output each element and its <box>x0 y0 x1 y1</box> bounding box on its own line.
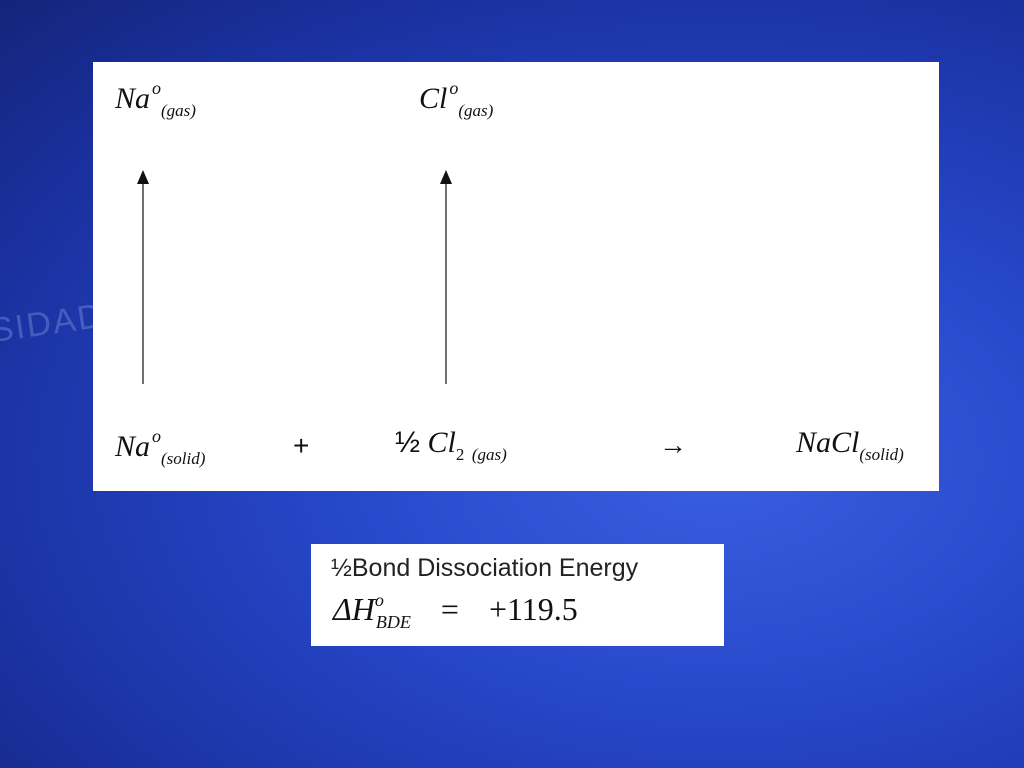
subscript: (gas) <box>458 101 494 120</box>
subscript: BDE <box>375 612 411 632</box>
superscript: o <box>374 590 384 610</box>
species: NaCl(solid) <box>796 426 904 465</box>
diagram-panel: Na o(gas) Cl o(gas) Na o(solid) + ½ Cl2 (ga… <box>93 62 939 491</box>
symbol: NaCl <box>796 426 860 459</box>
species: Na o (solid) <box>115 426 205 469</box>
arrow-head <box>137 170 149 184</box>
subscript: (solid) <box>161 449 206 468</box>
subscript: 2 <box>455 445 465 464</box>
label: Bond Dissociation Energy <box>351 554 639 582</box>
operator: + <box>293 430 310 461</box>
equals: = <box>440 591 459 627</box>
label-fraction: ½ <box>331 554 352 582</box>
arrow-head <box>440 170 452 184</box>
subscript: (gas) <box>161 101 196 120</box>
superscript: o <box>152 78 162 98</box>
species: Na o (gas) <box>115 78 196 121</box>
energy-formula: ΔHoBDE = +119.5 <box>333 590 578 633</box>
symbol: Cl <box>427 426 456 459</box>
symbol: ΔH <box>333 591 375 627</box>
subscript: (solid) <box>859 445 904 464</box>
superscript: o <box>449 78 459 98</box>
symbol: Na <box>115 82 151 115</box>
arrows <box>137 170 452 384</box>
species: Cl o (gas) <box>419 78 493 121</box>
energy-label: ½Bond Dissociation Energy <box>331 554 638 583</box>
value: +119.5 <box>488 591 578 627</box>
species: ½ Cl2 (gas) <box>395 426 507 465</box>
operator: → <box>659 430 687 461</box>
symbol: Cl <box>419 82 448 115</box>
energy-box: ½Bond Dissociation Energy ΔHoBDE = +119.… <box>311 544 724 646</box>
coefficient: ½ <box>395 426 421 459</box>
state: (gas) <box>471 445 507 464</box>
symbol: Na <box>115 430 151 463</box>
superscript: o <box>152 426 162 446</box>
